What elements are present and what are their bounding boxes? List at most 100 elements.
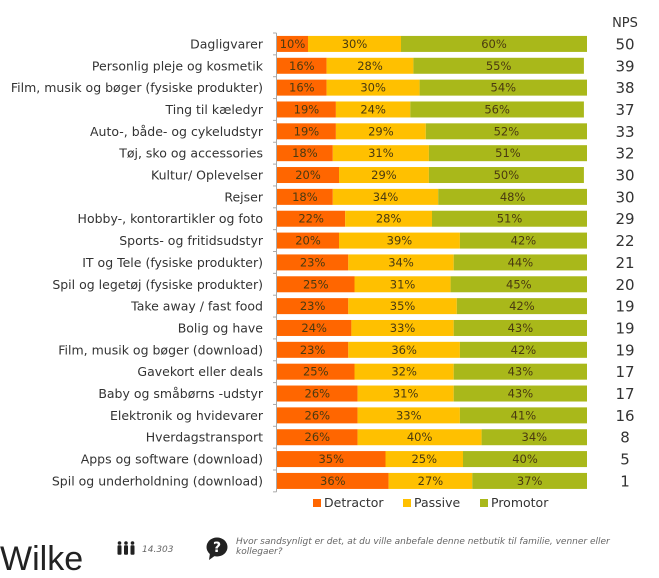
category-label: Sports- og fritidsudstyr — [119, 233, 264, 248]
people-icon — [116, 540, 136, 559]
bar-promotor — [459, 232, 587, 249]
bar-promotor — [481, 429, 587, 446]
bar-promotor — [459, 341, 587, 358]
data-label: 28% — [376, 212, 402, 226]
category-label: Kultur/ Oplevelser — [151, 168, 264, 183]
data-label: 40% — [512, 452, 538, 466]
bar-promotor — [453, 363, 587, 380]
data-label: 32% — [391, 365, 417, 379]
data-label: 10% — [280, 37, 306, 51]
data-label: 48% — [500, 190, 526, 204]
category-label: Baby og småbørns -udstyr — [98, 386, 264, 401]
bar-passive — [348, 341, 460, 358]
data-label: 56% — [484, 102, 510, 116]
data-label: 44% — [508, 255, 534, 269]
category-labels: Dagligvarer Personlig pleje og kosmetik Fi… — [11, 36, 264, 488]
data-label: 20% — [295, 168, 321, 182]
data-label: 28% — [357, 59, 383, 73]
data-label: 24% — [301, 321, 327, 335]
bar-detractor — [277, 101, 336, 118]
bar-promotor — [428, 167, 584, 184]
category-label: Hobby-, kontorartikler og foto — [78, 211, 263, 226]
nps-column: NPS 50 39 38 37 33 32 30 30 29 22 21 20 19 19 19 17 17 16… — [612, 16, 638, 490]
bar-passive — [326, 79, 420, 96]
nps-value: 33 — [615, 123, 634, 141]
bar-passive — [332, 188, 439, 205]
bar-detractor — [277, 145, 333, 162]
data-label: 35% — [318, 452, 344, 466]
bar-promotor — [410, 101, 584, 118]
nps-value: 38 — [615, 79, 634, 97]
data-label: 26% — [305, 387, 331, 401]
category-label: Elektronik og hvidevarer — [110, 408, 264, 423]
category-label: Tøj, sko og accessories — [118, 146, 263, 161]
category-label: Dagligvarer — [190, 36, 264, 51]
nps-header: NPS — [612, 16, 638, 31]
data-label: 42% — [511, 234, 537, 248]
data-label: 35% — [390, 299, 416, 313]
nps-value: 19 — [615, 319, 634, 337]
nps-value: 16 — [615, 407, 634, 425]
legend-label: Promotor — [491, 495, 549, 510]
data-label: 42% — [511, 343, 537, 357]
bar-passive — [339, 232, 460, 249]
question-bubble-icon: ? — [206, 537, 228, 565]
data-label: 24% — [360, 102, 386, 116]
bar-detractor — [277, 79, 327, 96]
data-label: 16% — [289, 59, 315, 73]
data-label: 31% — [390, 277, 416, 291]
data-label: 25% — [303, 365, 329, 379]
category-label: Film, musik og bøger (download) — [58, 342, 263, 357]
bar-detractor — [277, 123, 336, 140]
data-label: 26% — [305, 408, 331, 422]
bar-promotor — [428, 145, 587, 162]
bar-passive — [326, 57, 414, 74]
bar-passive — [348, 254, 454, 271]
bar-promotor — [401, 35, 587, 52]
category-axis — [273, 32, 277, 493]
category-label: Gavekort eller deals — [137, 364, 263, 379]
data-label: 41% — [511, 408, 537, 422]
data-label: 40% — [407, 430, 433, 444]
nps-value: 50 — [615, 35, 634, 53]
footer: Wilke 14.303 ? Hvor sandsynligt er det, … — [0, 520, 659, 576]
bar-passive — [357, 385, 454, 402]
nps-value: 22 — [615, 232, 634, 250]
respondents-value: 14.303 — [142, 544, 174, 555]
bar-detractor — [277, 210, 346, 227]
bar-detractor — [277, 188, 333, 205]
data-label: 45% — [506, 277, 532, 291]
bar-passive — [332, 145, 429, 162]
respondent-count: 14.303 — [116, 540, 174, 559]
bar-promotor — [419, 79, 587, 96]
legend-label: Detractor — [324, 495, 384, 510]
bar-passive — [335, 123, 426, 140]
nps-value: 17 — [615, 363, 634, 381]
bar-passive — [308, 35, 401, 52]
nps-value: 30 — [615, 167, 634, 185]
bar-passive — [348, 298, 457, 315]
nps-value: 21 — [615, 254, 634, 272]
bar-detractor — [277, 363, 355, 380]
bar-detractor — [277, 341, 349, 358]
data-label: 27% — [418, 474, 444, 488]
nps-value: 20 — [615, 276, 634, 294]
bar-detractor — [277, 232, 339, 249]
bar-promotor — [425, 123, 587, 140]
nps-value: 8 — [620, 429, 630, 447]
data-label: 30% — [360, 81, 386, 95]
category-label: Apps og software (download) — [81, 452, 263, 467]
bar-passive — [357, 407, 460, 424]
data-label: 23% — [300, 343, 326, 357]
category-label: IT og Tele (fysiske produkter) — [82, 255, 263, 270]
data-label: 43% — [508, 365, 534, 379]
data-label: 42% — [509, 299, 535, 313]
legend: Detractor Passive Promotor — [313, 495, 549, 510]
legend-swatch-passive — [403, 499, 411, 507]
legend-label: Passive — [414, 495, 461, 510]
data-label: 20% — [295, 234, 321, 248]
bar-detractor — [277, 298, 349, 315]
bar-passive — [339, 167, 429, 184]
data-label: 18% — [292, 146, 318, 160]
data-label: 30% — [342, 37, 368, 51]
